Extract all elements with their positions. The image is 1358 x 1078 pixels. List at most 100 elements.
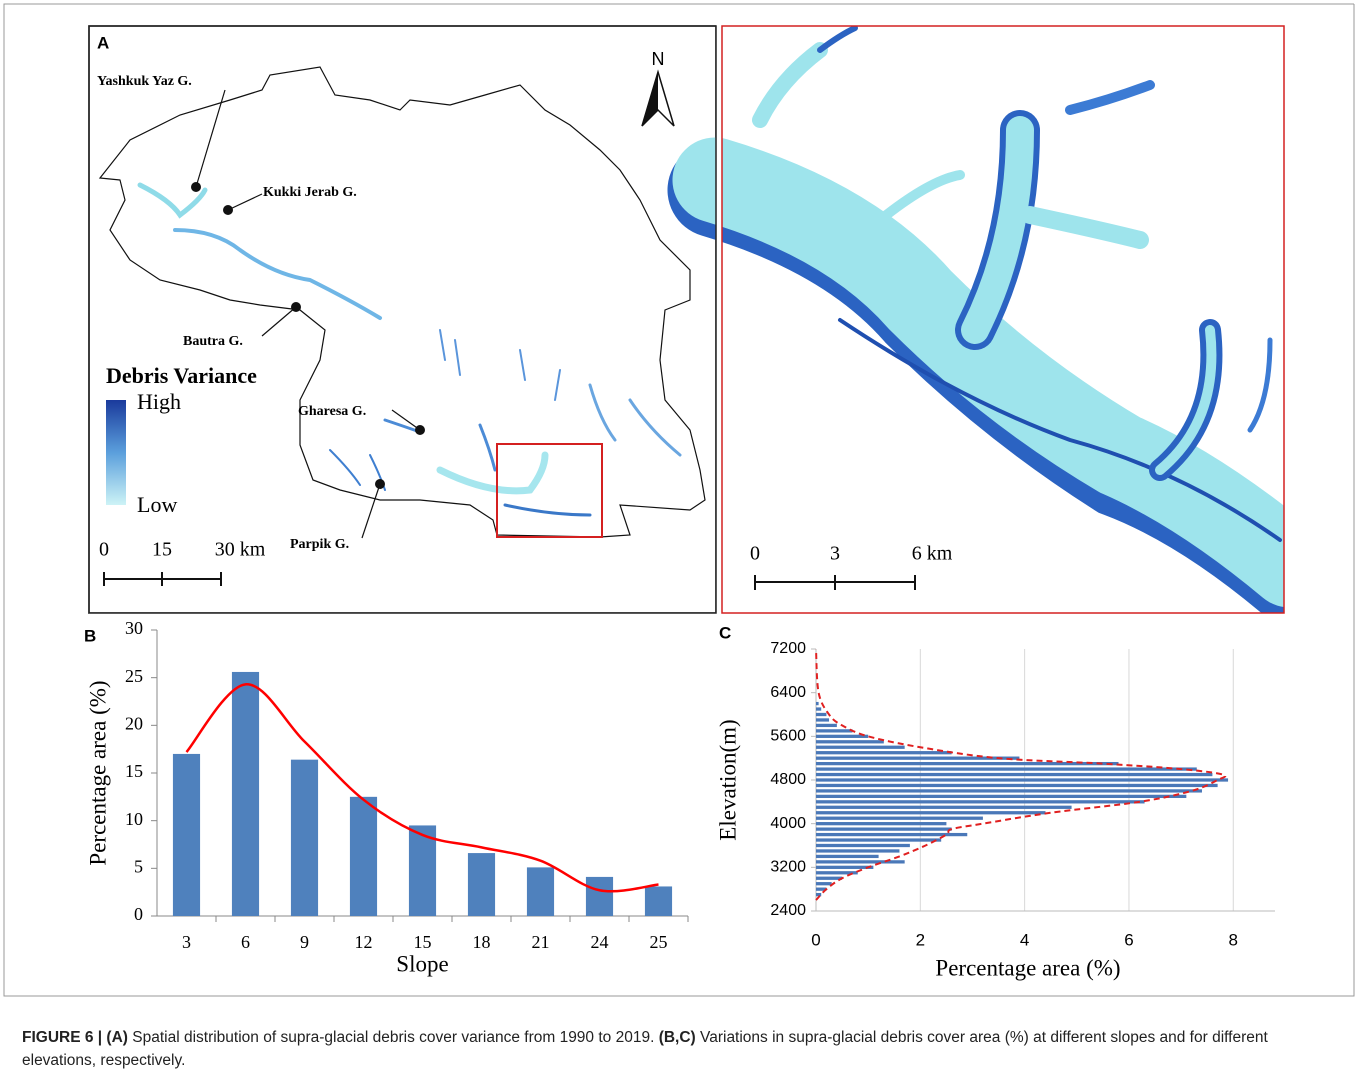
scale-bar [754,575,916,590]
x-tick-label: 2 [916,930,925,949]
bar [290,759,319,916]
y-tick-label: 20 [125,713,143,733]
panel-label: C [719,623,731,642]
x-tick-label: 6 [1124,930,1133,949]
panel-label: A [97,33,109,52]
leader-lines [195,89,421,539]
bar [816,871,858,875]
y-axis-title: Elevation(m) [715,719,740,840]
bar [816,783,1218,788]
bar [816,794,1187,799]
caption-text: Variations in supra-glacial debris cover… [22,1029,1268,1069]
x-tick-label: 15 [414,932,432,952]
y-tick-label: 7200 [770,640,806,657]
bar [644,886,673,916]
zoom-box [496,443,603,538]
y-tick-label: 4000 [770,815,806,832]
bar [816,822,947,826]
figure: A N Yashkuk Yaz G. Kukki Jerab G. Bautra… [3,0,1358,997]
x-tick-label: 6 [241,932,250,952]
glacier-label: Bautra G. [183,334,243,349]
bar [172,753,201,916]
bar [816,832,968,837]
glacier-label: Yashkuk Yaz G. [97,74,192,89]
mask [716,26,722,613]
x-tick-label: 0 [811,930,820,949]
bar [816,778,1229,782]
y-tick-label: 3200 [770,859,806,876]
x-axis-title: Percentage area (%) [935,955,1120,980]
glaciers [137,182,682,517]
bar [467,853,496,916]
y-tick-label: 15 [125,761,143,781]
bar [816,854,879,859]
bar [816,811,1046,815]
glacier-points [191,182,425,489]
trend-line [815,648,1227,901]
bar [816,843,910,848]
y-tick-label: 5600 [770,728,806,745]
y-tick-label: 30 [125,618,143,638]
bar [816,876,843,880]
basin-outline [98,66,706,538]
mask [1284,0,1358,613]
trend-line [185,683,659,893]
x-tick-label: 3 [182,932,191,952]
legend-low: Low [137,492,177,517]
x-tick-label: 21 [532,932,550,952]
bar [408,825,437,916]
bar [816,887,827,891]
bar [816,838,942,842]
x-tick-label: 18 [473,932,491,952]
bar [816,767,1197,771]
mask [89,613,1358,628]
scale-label: 30 km [215,539,266,561]
bar [816,849,900,853]
north-label: N [652,49,665,69]
bar [816,761,1119,766]
caption-text: Spatial distribution of supra-glacial de… [127,1029,659,1046]
legend-high: High [137,389,181,414]
y-tick-label: 0 [134,904,143,924]
legend-ramp [106,400,126,505]
bar [526,867,555,916]
bar [816,772,1213,777]
bar [816,892,822,897]
glacier-label: Kukki Jerab G. [263,185,357,200]
scale-label: 6 km [912,543,953,565]
bar [816,718,830,722]
y-tick-label: 25 [125,666,143,686]
panel-label: B [84,626,96,645]
y-tick-label: 2400 [770,902,806,919]
scale-label: 0 [750,543,760,565]
y-tick-label: 5 [134,856,143,876]
scale-label: 3 [830,543,840,565]
bar [816,740,884,744]
bar [585,876,614,916]
x-tick-label: 12 [355,932,373,952]
x-tick-label: 25 [650,932,668,952]
bar [816,712,827,717]
y-tick-label: 10 [125,809,143,829]
scale-label: 0 [99,539,109,561]
y-axis-title: Percentage area (%) [85,680,110,865]
bar [816,816,983,820]
caption-bold: (B,C) [658,1029,696,1046]
bar [816,729,853,733]
glacier-label: Gharesa G. [298,404,366,419]
zoom-glaciers [667,25,1338,623]
zoom-frame [721,25,1285,614]
x-tick-label: 9 [300,932,309,952]
x-tick-label: 24 [591,932,609,952]
y-tick-label: 6400 [770,684,806,701]
glacier-label: Parpik G. [290,537,349,552]
bar [816,865,874,869]
bar [816,723,837,728]
scale-label: 15 [152,539,172,561]
x-tick-label: 8 [1229,930,1238,949]
bar [816,745,905,749]
caption: FIGURE 6 | (A) Spatial distribution of s… [22,1026,1342,1072]
y-tick-label: 4800 [770,771,806,788]
north-arrow-fill [642,72,658,126]
